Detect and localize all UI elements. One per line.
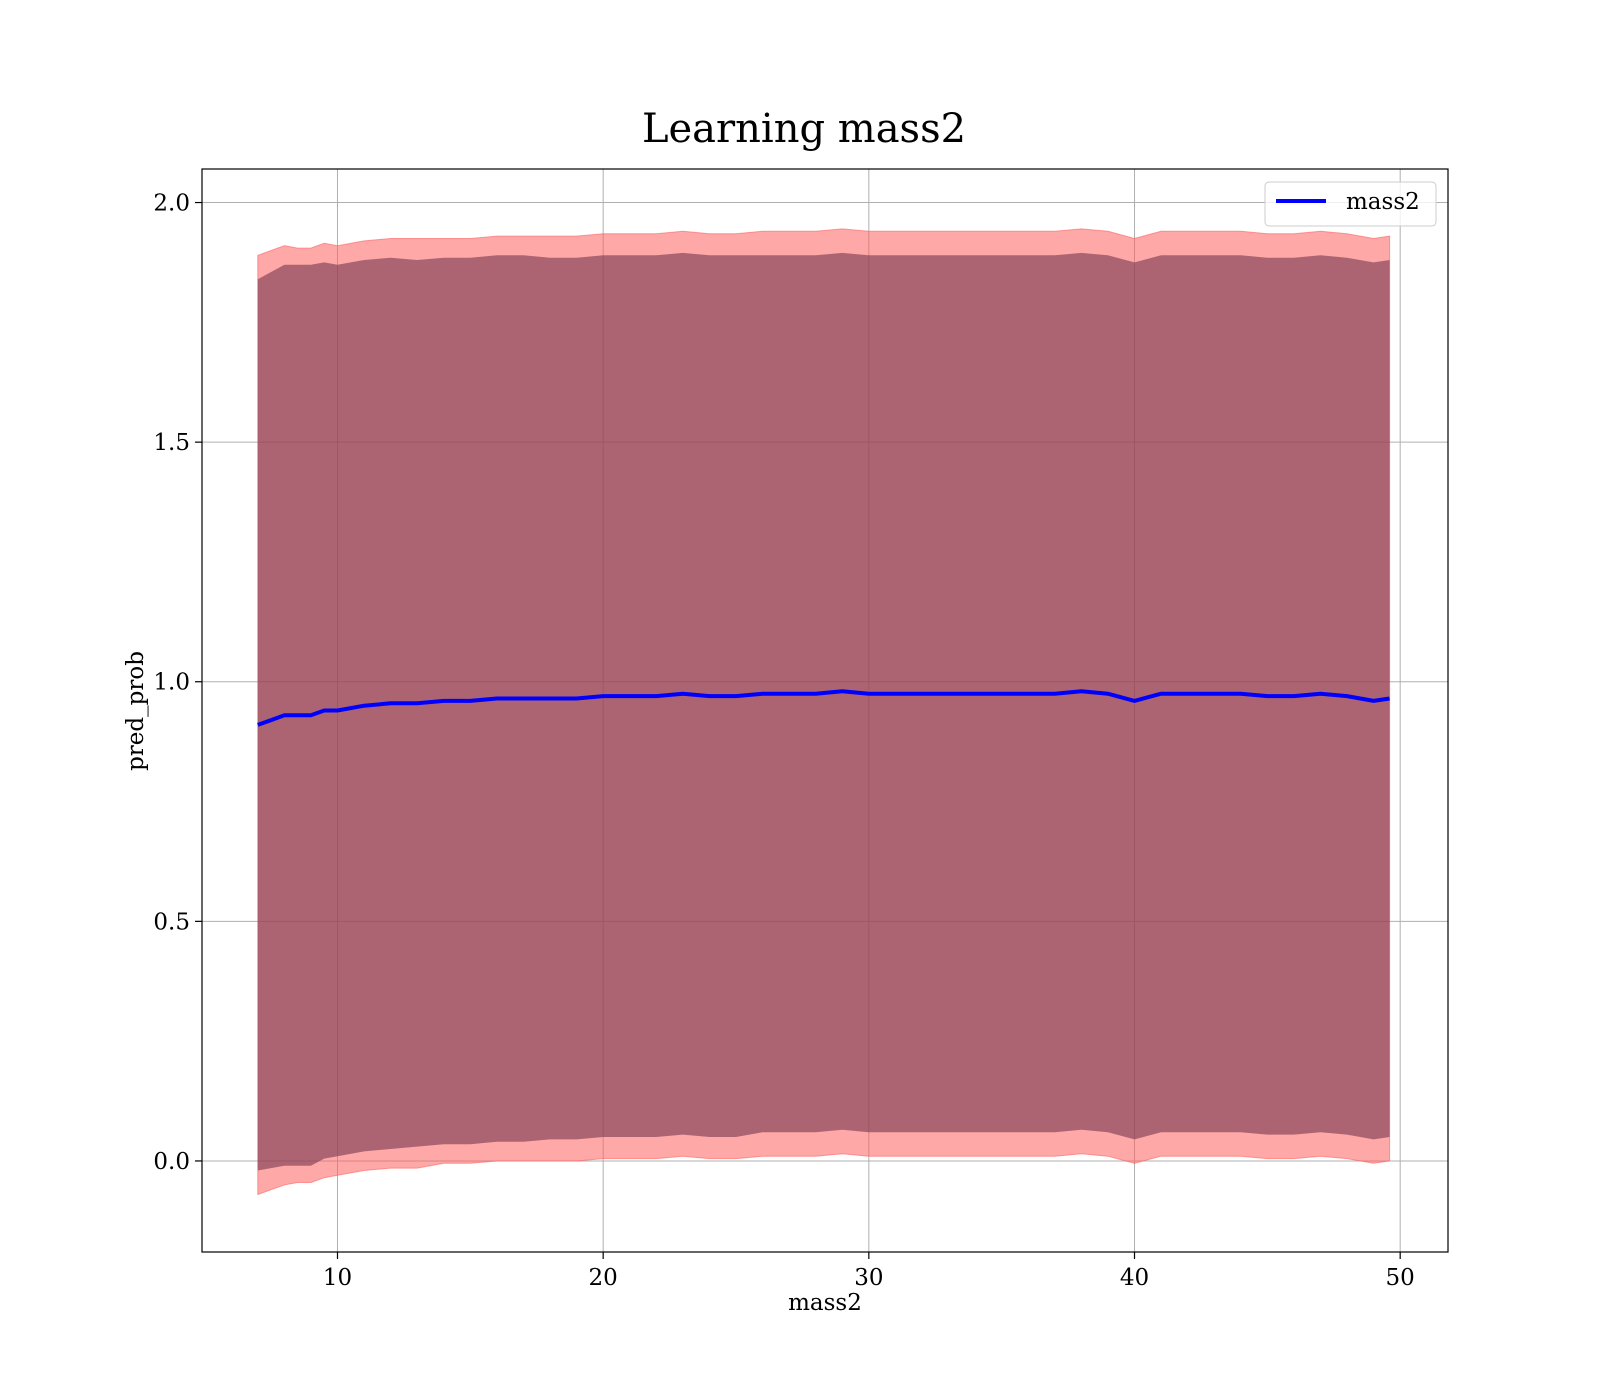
plot-frame [201, 168, 1449, 1253]
legend-entry-label: mass2 [1346, 189, 1420, 215]
legend: mass2 [1264, 181, 1437, 227]
y-tick-label-1: 0.5 [153, 909, 190, 935]
chart-title: Learning mass2 [642, 106, 966, 152]
x-axis-ticks: 10 20 30 40 50 [323, 1252, 1415, 1291]
y-tick-label-3: 1.5 [153, 430, 190, 456]
inner-band-0 [257, 252, 1390, 1171]
x-tick-label-0: 10 [323, 1265, 352, 1291]
x-tick-label-1: 20 [589, 1265, 618, 1291]
series-lines [257, 689, 1390, 727]
y-tick-label-2: 1.0 [153, 670, 190, 696]
y-axis-ticks: 0.0 0.5 1.0 1.5 2.0 [153, 191, 202, 1175]
y-axis-label: pred_prob [123, 651, 149, 771]
confidence-bands [257, 228, 1391, 1196]
x-tick-label-2: 30 [854, 1265, 883, 1291]
legend-box [1264, 181, 1437, 227]
x-tick-label-3: 40 [1120, 1265, 1149, 1291]
y-tick-label-4: 2.0 [153, 191, 190, 217]
series-line-0 [257, 689, 1390, 727]
x-tick-label-4: 50 [1386, 1265, 1415, 1291]
y-tick-label-0: 0.0 [153, 1149, 190, 1175]
x-axis-label: mass2 [788, 1290, 862, 1316]
